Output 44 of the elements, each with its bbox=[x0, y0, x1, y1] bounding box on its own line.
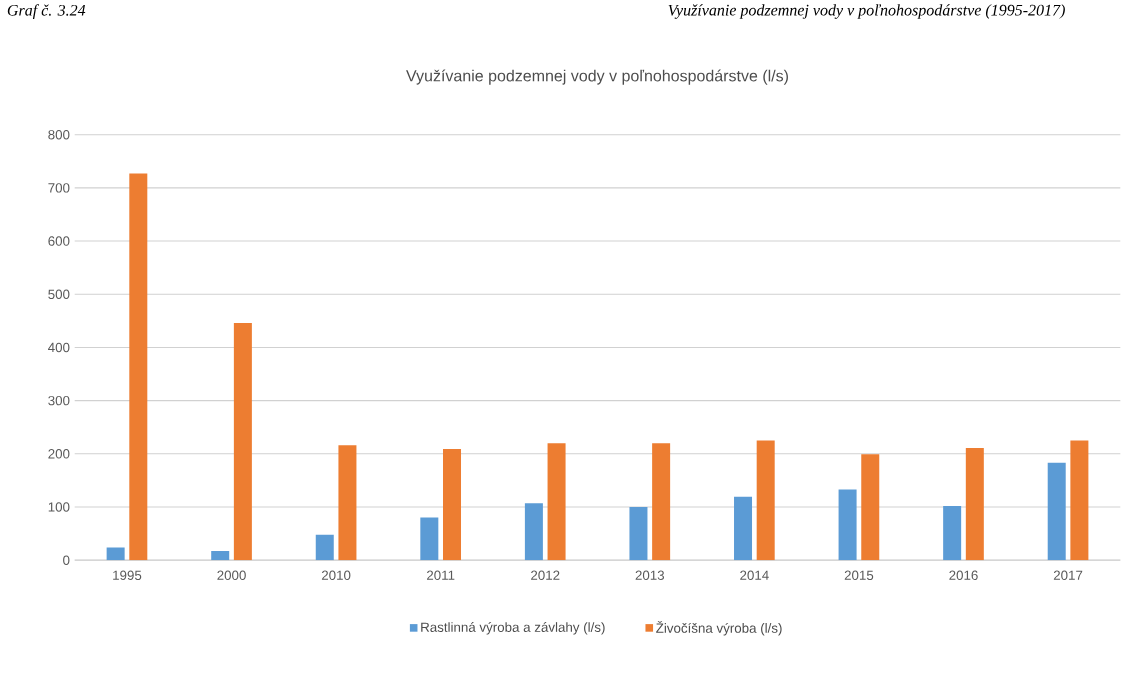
bar bbox=[129, 173, 148, 561]
bar bbox=[965, 448, 984, 561]
bar bbox=[861, 454, 880, 561]
text: Využívanie podzemnej vody v poľnohospodárstve (1995-2017) bbox=[668, 4, 1065, 19]
bar bbox=[734, 496, 753, 561]
x-tick-label: 2016 bbox=[949, 570, 978, 581]
x-tick-label: 2011 bbox=[426, 570, 455, 581]
bar bbox=[443, 449, 462, 561]
x-tick-label: 2013 bbox=[635, 570, 665, 581]
x-tick-label: 2000 bbox=[217, 570, 246, 581]
bar bbox=[1070, 440, 1089, 561]
y-tick-label: 0 bbox=[63, 555, 70, 565]
y-tick-label: 200 bbox=[48, 449, 70, 459]
x-tick-label: 2014 bbox=[740, 570, 769, 581]
bar bbox=[756, 440, 775, 561]
bar bbox=[943, 505, 962, 561]
y-tick-label: 300 bbox=[48, 395, 70, 406]
x-tick-label: 1995 bbox=[113, 570, 142, 581]
y-tick-label: 700 bbox=[48, 183, 70, 193]
x-tick-label: 2017 bbox=[1053, 570, 1083, 581]
x-tick-label: 2012 bbox=[531, 570, 560, 581]
bar bbox=[524, 503, 543, 561]
x-tick-label: 2015 bbox=[844, 570, 874, 581]
y-tick-label: 600 bbox=[48, 236, 70, 246]
bar bbox=[233, 323, 252, 561]
legend-label: Rastlinná výroba a závlahy (l/s) bbox=[421, 622, 605, 635]
x-tick-label: 2010 bbox=[321, 570, 351, 581]
bar bbox=[1047, 462, 1066, 561]
text: Graf č. 3.24 bbox=[7, 4, 86, 19]
bar bbox=[420, 517, 439, 561]
bar bbox=[315, 534, 334, 561]
y-tick-label: 500 bbox=[48, 289, 70, 300]
bar bbox=[338, 445, 357, 561]
bar bbox=[629, 507, 648, 561]
y-tick-label: 100 bbox=[48, 502, 70, 512]
y-tick-label: 400 bbox=[48, 342, 70, 353]
y-tick-label: 800 bbox=[48, 130, 70, 140]
bar bbox=[211, 551, 230, 561]
bar bbox=[652, 443, 671, 561]
bar bbox=[547, 443, 566, 561]
legend-label: Živočíšna výroba (l/s) bbox=[656, 621, 782, 636]
bar bbox=[838, 489, 857, 561]
bar bbox=[106, 547, 125, 561]
chart-title: Využívanie podzemnej vody v poľnohospodárstve (l/s) bbox=[406, 69, 788, 85]
